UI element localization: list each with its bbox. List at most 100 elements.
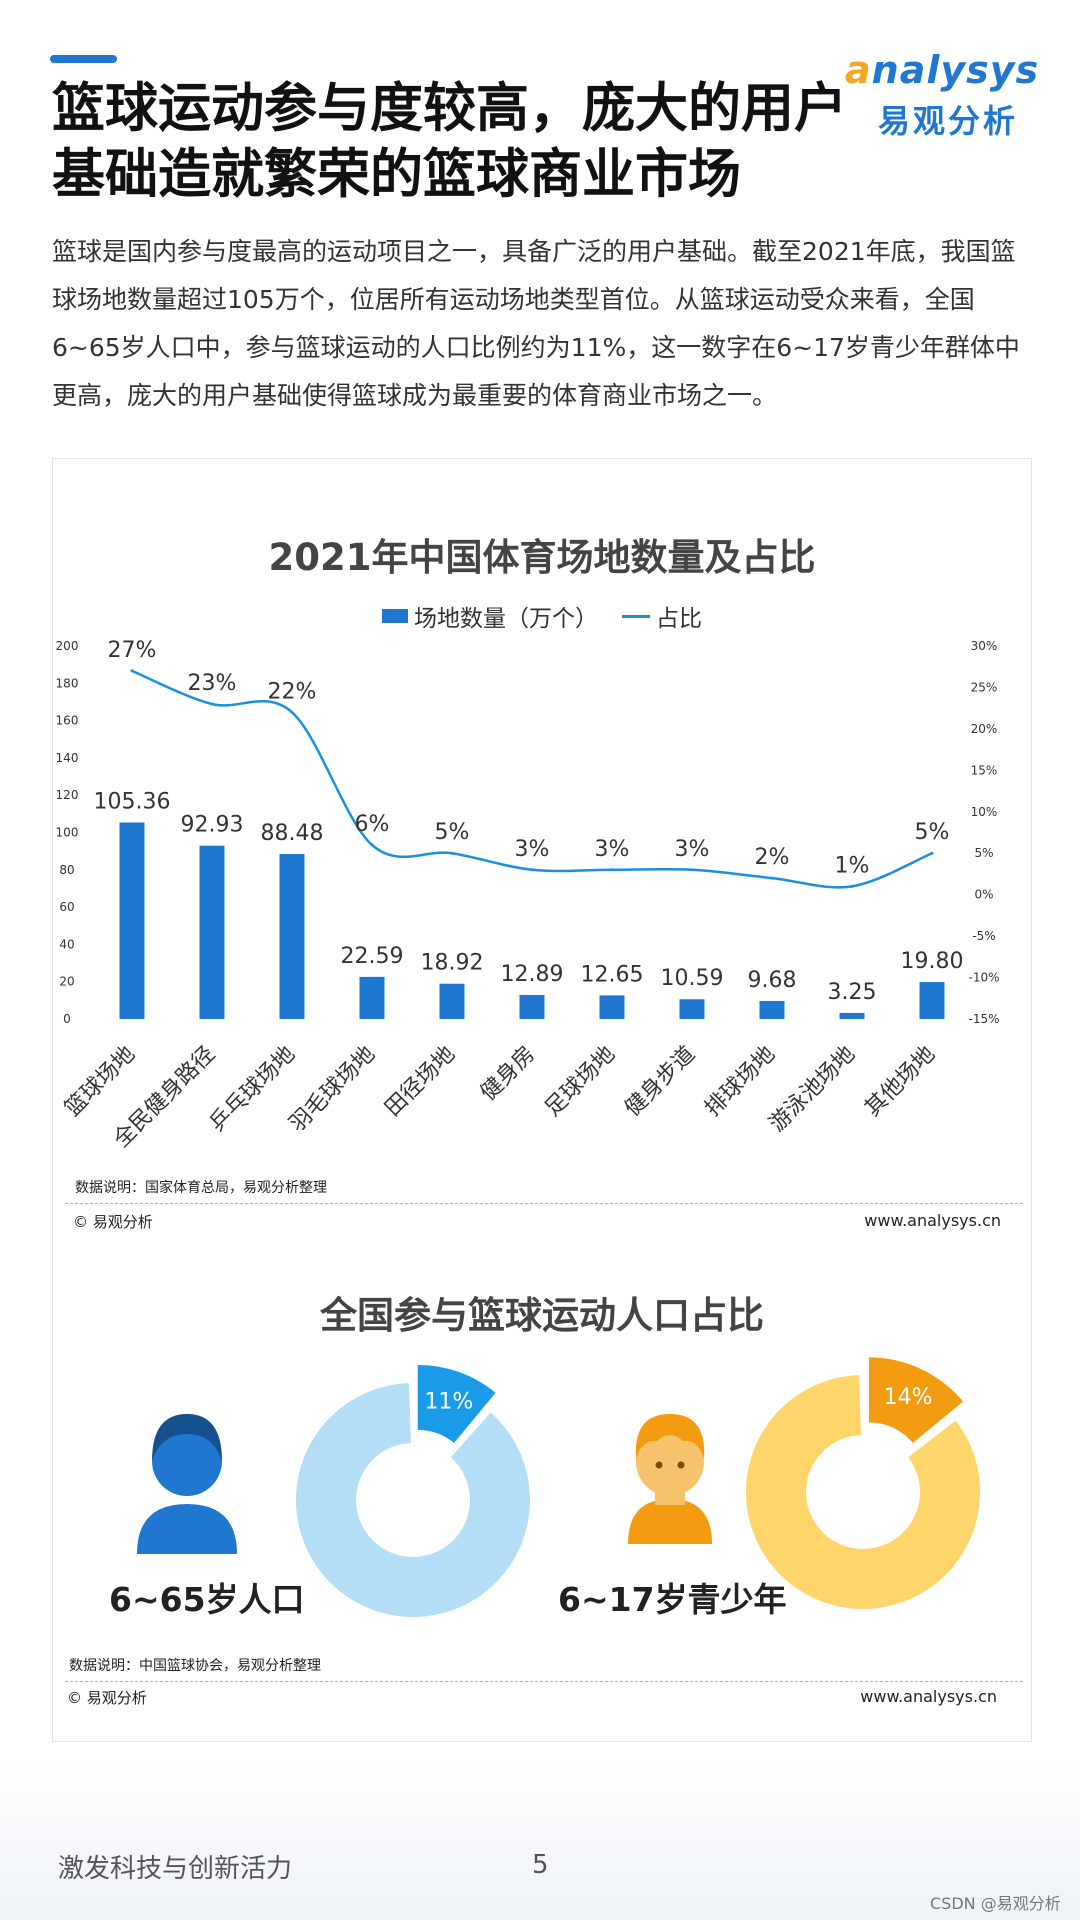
bar-line-chart: 20018016014012010080604020030%25%20%15%1… (56, 638, 1000, 1153)
bar-value-label: 12.89 (501, 962, 564, 987)
y-left-tick-label: 80 (59, 863, 74, 877)
bar (599, 995, 625, 1019)
legend-line-label: 占比 (656, 606, 702, 632)
donut-adult-caption: 6~65岁人口 (109, 1580, 305, 1619)
bar-value-label: 19.80 (901, 949, 964, 974)
person-icon-teen (628, 1414, 712, 1544)
legend-bar-label: 场地数量（万个） (414, 606, 598, 632)
csdn-credit: CSDN @易观分析 (930, 1894, 1061, 1913)
chart1-website: www.analysys.cn (864, 1211, 1001, 1230)
share-value-label: 22% (268, 679, 317, 704)
share-value-label: 3% (595, 837, 630, 862)
y-left-tick-label: 20 (59, 975, 74, 989)
donut-remainder-slice (746, 1375, 980, 1609)
share-point (770, 876, 774, 880)
share-value-label: 27% (108, 638, 157, 663)
chart2-divider (65, 1681, 1023, 1682)
y-right-tick-label: 15% (971, 763, 998, 777)
share-value-label: 3% (675, 837, 710, 862)
bar-value-label: 3.25 (828, 980, 877, 1005)
y-right-tick-label: 25% (971, 680, 998, 694)
share-point (290, 710, 294, 714)
bar (919, 982, 945, 1019)
page-number: 5 (532, 1850, 549, 1880)
y-left-tick-label: 200 (56, 639, 79, 653)
y-right-tick-label: 10% (971, 805, 998, 819)
title-accent-bar (50, 55, 117, 63)
share-point (530, 868, 534, 872)
y-left-tick-label: 0 (63, 1012, 71, 1026)
chart2-source-note: 数据说明：中国篮球协会，易观分析整理 (69, 1658, 321, 1674)
share-line (131, 669, 933, 889)
donut-teen-caption: 6~17岁青少年 (558, 1580, 787, 1619)
share-value-label: 6% (355, 812, 390, 837)
share-value-label: 5% (915, 820, 950, 845)
bar (199, 845, 225, 1019)
logo-cn-text: 易观分析 (878, 102, 1019, 140)
share-point (610, 868, 614, 872)
donut-adult (296, 1364, 530, 1617)
chart2-website: www.analysys.cn (860, 1687, 997, 1706)
logo-en-text: nalysys (871, 48, 1040, 92)
bar-value-label: 105.36 (94, 790, 171, 815)
person-icon-adult (137, 1414, 237, 1554)
bar (359, 976, 385, 1019)
share-value-label: 3% (515, 837, 550, 862)
share-point (850, 884, 854, 888)
donut-teen-percent-label: 14% (884, 1385, 933, 1410)
y-left-tick-label: 140 (56, 751, 79, 765)
y-left-tick-label: 160 (56, 714, 79, 728)
donut-charts: 11% 14% (137, 1357, 980, 1617)
y-right-tick-label: 0% (974, 888, 993, 902)
donut-highlight-slice (868, 1357, 963, 1443)
bar-value-label: 9.68 (748, 968, 797, 993)
y-left-tick-label: 40 (59, 937, 74, 951)
y-right-tick-label: 5% (974, 846, 993, 860)
y-right-tick-label: 20% (971, 722, 998, 736)
y-right-tick-label: -15% (968, 1012, 999, 1026)
bar (279, 853, 305, 1019)
bar-chart-title: 2021年中国体育场地数量及占比 (268, 536, 816, 579)
bar-value-label: 18.92 (421, 951, 484, 976)
y-left-tick-label: 60 (59, 900, 74, 914)
share-value-label: 1% (835, 853, 870, 878)
y-left-tick-label: 100 (56, 826, 79, 840)
y-right-tick-label: -10% (968, 971, 999, 985)
legend-bar-swatch (382, 609, 408, 623)
share-point (130, 669, 134, 673)
bar-value-label: 22.59 (341, 944, 404, 969)
bar (439, 983, 465, 1019)
chart1-divider (65, 1203, 1023, 1204)
share-point (690, 868, 694, 872)
donut-remainder-slice (296, 1383, 530, 1617)
bar (679, 999, 705, 1019)
share-point (930, 851, 934, 855)
bar-value-label: 12.65 (581, 962, 644, 987)
chart1-copyright: © 易观分析 (73, 1213, 153, 1231)
y-left-tick-label: 180 (56, 676, 79, 690)
page-title: 篮球运动参与度较高，庞大的用户基础造就繁荣的篮球商业市场 (52, 78, 847, 205)
share-point (210, 702, 214, 706)
share-point (370, 843, 374, 847)
analysys-logo: analysys 易观分析 (845, 48, 1038, 140)
bar-value-label: 92.93 (181, 813, 244, 838)
footer-band (0, 1760, 1080, 1920)
bar (839, 1012, 865, 1019)
intro-paragraph: 篮球是国内参与度最高的运动项目之一，具备广泛的用户基础。截至2021年底，我国篮… (52, 237, 1020, 410)
footer-slogan: 激发科技与创新活力 (58, 1854, 293, 1884)
logo-swoosh-icon: a (845, 48, 872, 92)
y-right-tick-label: -5% (972, 929, 995, 943)
y-left-tick-label: 120 (56, 788, 79, 802)
donut-section-title: 全国参与篮球运动人口占比 (320, 1294, 764, 1337)
chart2-copyright: © 易观分析 (67, 1689, 147, 1707)
bar-value-label: 10.59 (661, 966, 724, 991)
legend-line-swatch (622, 614, 650, 618)
share-value-label: 5% (435, 820, 470, 845)
share-value-label: 2% (755, 845, 790, 870)
donut-adult-percent-label: 11% (424, 1389, 473, 1414)
bar-value-label: 88.48 (261, 821, 324, 846)
y-right-tick-label: 30% (971, 639, 998, 653)
chart-card: 2021年中国体育场地数量及占比 场地数量（万个） 占比 200 180 160 140… (52, 458, 1032, 1742)
bar (519, 994, 545, 1019)
donut-teen (746, 1357, 980, 1609)
